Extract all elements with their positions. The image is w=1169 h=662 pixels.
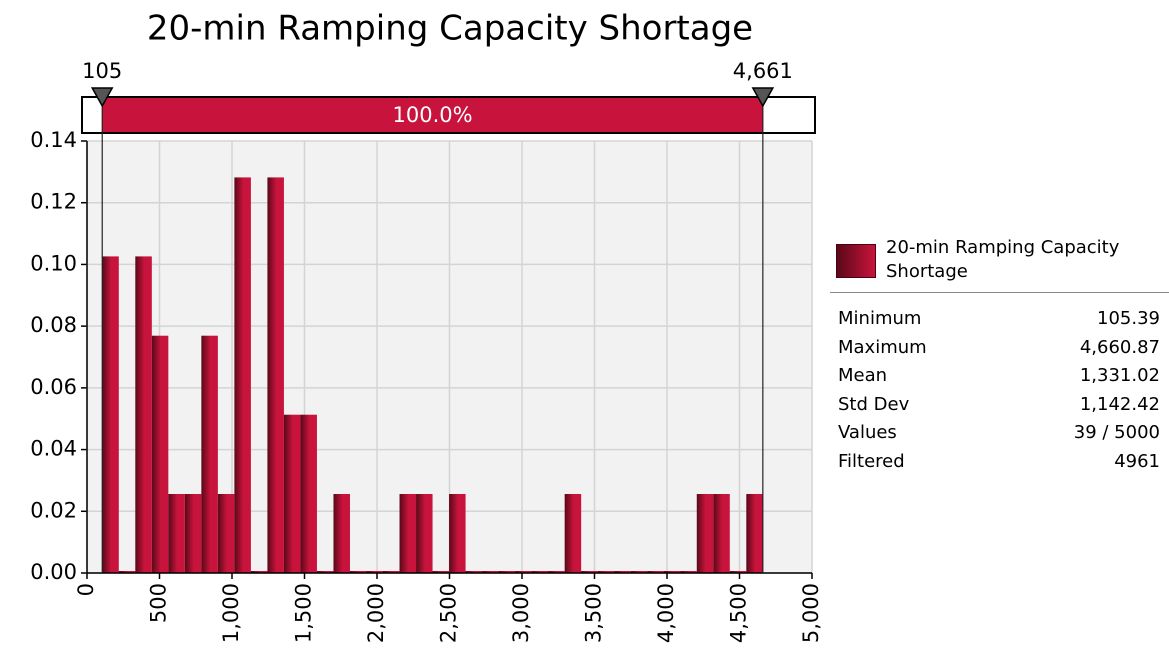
x-tick-label: 4,500 (727, 583, 751, 643)
bar (135, 256, 152, 573)
delimiter-label: 105 (82, 59, 122, 83)
y-tick-label: 0.00 (30, 560, 77, 584)
bar (234, 177, 251, 573)
delimiter-label: 4,661 (733, 59, 793, 83)
y-tick-label: 0.10 (30, 251, 77, 275)
stats-table: Minimum 105.39 Maximum 4,660.87 Mean 1,331.02… (830, 305, 1169, 477)
stats-row: Minimum 105.39 (830, 305, 1169, 334)
bar (168, 494, 185, 573)
bar (366, 571, 384, 573)
bar (333, 494, 350, 573)
y-tick-label: 0.06 (30, 375, 77, 399)
bar (102, 256, 119, 573)
x-tick-label: 0 (74, 583, 98, 596)
delimiter-handle (90, 87, 114, 108)
stat-value: 1,142.42 (1079, 393, 1160, 415)
bar (399, 494, 417, 573)
y-tick-label: 0.14 (30, 128, 77, 152)
y-tick-label: 0.08 (30, 313, 77, 337)
x-tick-label: 3,000 (509, 583, 533, 643)
y-tick-label: 0.04 (30, 437, 77, 461)
stats-row: Mean 1,331.02 (830, 362, 1169, 391)
bar (647, 571, 664, 573)
bar (729, 571, 747, 573)
stat-label: Minimum (838, 308, 922, 329)
legend: 20-min Ramping Capacity Shortage Minimum… (830, 236, 1169, 477)
stat-label: Values (838, 422, 897, 444)
stats-row: Std Dev 1,142.42 (830, 391, 1169, 420)
delimiter-handle (751, 87, 775, 108)
bar (746, 494, 763, 573)
x-tick-label: 2,500 (437, 583, 461, 643)
bar (300, 414, 317, 573)
x-tick-label: 4,000 (654, 583, 678, 643)
bar (564, 494, 582, 573)
stat-label: Mean (838, 365, 888, 387)
bar (267, 177, 284, 573)
stats-row: Maximum 4,660.87 (830, 334, 1169, 363)
bar (696, 494, 714, 573)
x-tick-label: 3,500 (582, 583, 606, 643)
chart-title: 20-min Ramping Capacity Shortage (147, 9, 753, 49)
legend-label: 20-min Ramping Capacity Shortage (886, 237, 1120, 282)
bar (201, 335, 218, 573)
bar (515, 571, 532, 573)
bar (498, 571, 516, 573)
legend-swatch (836, 244, 876, 278)
bar (630, 571, 648, 573)
stat-label: Maximum (838, 336, 927, 358)
bar (184, 494, 202, 573)
stat-value: 4,660.87 (1079, 336, 1160, 358)
bar (250, 571, 268, 573)
bar (316, 571, 334, 573)
bar (432, 571, 450, 573)
bar (581, 571, 598, 573)
bar (482, 571, 499, 573)
stat-value: 4961 (1114, 450, 1160, 472)
stat-value: 39 / 5000 (1073, 422, 1160, 444)
x-tick-label: 500 (147, 583, 171, 623)
band-label: 100.0% (392, 103, 472, 127)
stat-label: Filtered (838, 450, 905, 472)
x-tick-label: 5,000 (799, 583, 823, 643)
bar (151, 335, 169, 573)
bar (597, 571, 615, 573)
bar (416, 494, 433, 573)
y-tick-label: 0.02 (30, 498, 77, 522)
bar (663, 571, 681, 573)
bar (713, 494, 730, 573)
bar (531, 571, 549, 573)
bar (449, 494, 466, 573)
y-tick-label: 0.12 (30, 190, 77, 214)
stats-row: Values 39 / 5000 (830, 419, 1169, 448)
bar (349, 571, 367, 573)
stat-value: 105.39 (1097, 308, 1160, 329)
stat-value: 1,331.02 (1079, 365, 1160, 387)
bar (465, 571, 483, 573)
x-tick-label: 1,000 (219, 583, 243, 643)
stats-row: Filtered 4961 (830, 448, 1169, 477)
x-tick-label: 1,500 (292, 583, 316, 643)
x-tick-label: 2,000 (364, 583, 388, 643)
bar (548, 571, 565, 573)
delimiter-fill (102, 98, 763, 132)
bar (283, 414, 301, 573)
bar (118, 571, 136, 573)
bar (383, 571, 400, 573)
bar (680, 571, 697, 573)
stat-label: Std Dev (838, 393, 910, 415)
bar (217, 494, 235, 573)
legend-entry: 20-min Ramping Capacity Shortage (830, 236, 1169, 293)
bar (614, 571, 631, 573)
